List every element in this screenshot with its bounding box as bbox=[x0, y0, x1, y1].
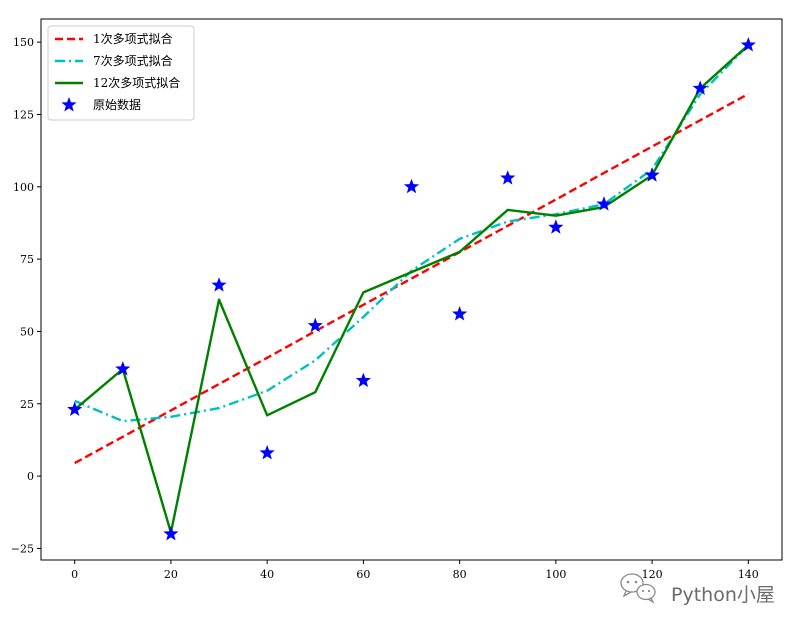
wechat-icon bbox=[620, 573, 656, 604]
data-point-star bbox=[644, 167, 660, 182]
series-line-3 bbox=[73, 44, 750, 534]
plot-area-frame bbox=[40, 18, 783, 561]
x-tick-label: 120 bbox=[642, 568, 663, 581]
x-tick-label: 40 bbox=[260, 568, 274, 581]
legend-label: 1次多项式拟合 bbox=[93, 31, 173, 46]
y-tick-label: 75 bbox=[20, 253, 34, 266]
series-line-2 bbox=[74, 44, 750, 423]
data-point-star bbox=[452, 306, 468, 321]
data-point-star bbox=[355, 372, 371, 388]
y-tick-label: 100 bbox=[13, 181, 34, 194]
legend-label: 7次多项式拟合 bbox=[93, 53, 173, 68]
data-point-star bbox=[307, 317, 323, 333]
data-point-star bbox=[163, 525, 179, 541]
marker-layer bbox=[67, 37, 756, 541]
series-line-1 bbox=[74, 92, 749, 465]
y-tick-label: 25 bbox=[20, 398, 34, 411]
x-tick-label: 80 bbox=[453, 568, 467, 581]
legend-label: 12次多项式拟合 bbox=[93, 75, 180, 90]
data-point-star bbox=[211, 277, 227, 292]
x-tick-label: 20 bbox=[164, 568, 178, 581]
x-tick-label: 0 bbox=[71, 568, 78, 581]
legend-label: 原始数据 bbox=[93, 97, 141, 112]
y-tick-label: 0 bbox=[27, 470, 34, 483]
y-tick-label: 50 bbox=[20, 325, 34, 338]
legend-box bbox=[47, 25, 195, 121]
y-axis: −25 0 25 50 75 100 125 150 bbox=[11, 36, 41, 555]
data-point-star bbox=[403, 178, 420, 194]
x-tick-label: 140 bbox=[738, 568, 759, 581]
data-point-star bbox=[740, 37, 756, 52]
series-layer bbox=[73, 44, 750, 534]
y-tick-label: 125 bbox=[13, 108, 34, 121]
data-point-star bbox=[500, 170, 516, 185]
legend-swatch bbox=[61, 97, 77, 112]
x-tick-label: 60 bbox=[356, 568, 370, 581]
data-point-star bbox=[67, 401, 83, 417]
watermark: Python小屋 bbox=[620, 573, 775, 606]
data-point-star bbox=[259, 444, 275, 460]
data-point-star bbox=[596, 196, 612, 211]
x-tick-label: 100 bbox=[545, 568, 566, 581]
data-point-star bbox=[548, 219, 564, 234]
x-axis: 0 20 40 60 80 100 120 140 bbox=[71, 560, 759, 581]
watermark-text: Python小屋 bbox=[671, 584, 775, 606]
data-point-star bbox=[692, 80, 708, 95]
y-tick-label: 150 bbox=[13, 36, 34, 49]
data-point-star bbox=[115, 361, 131, 376]
y-tick-label: −25 bbox=[11, 542, 34, 555]
